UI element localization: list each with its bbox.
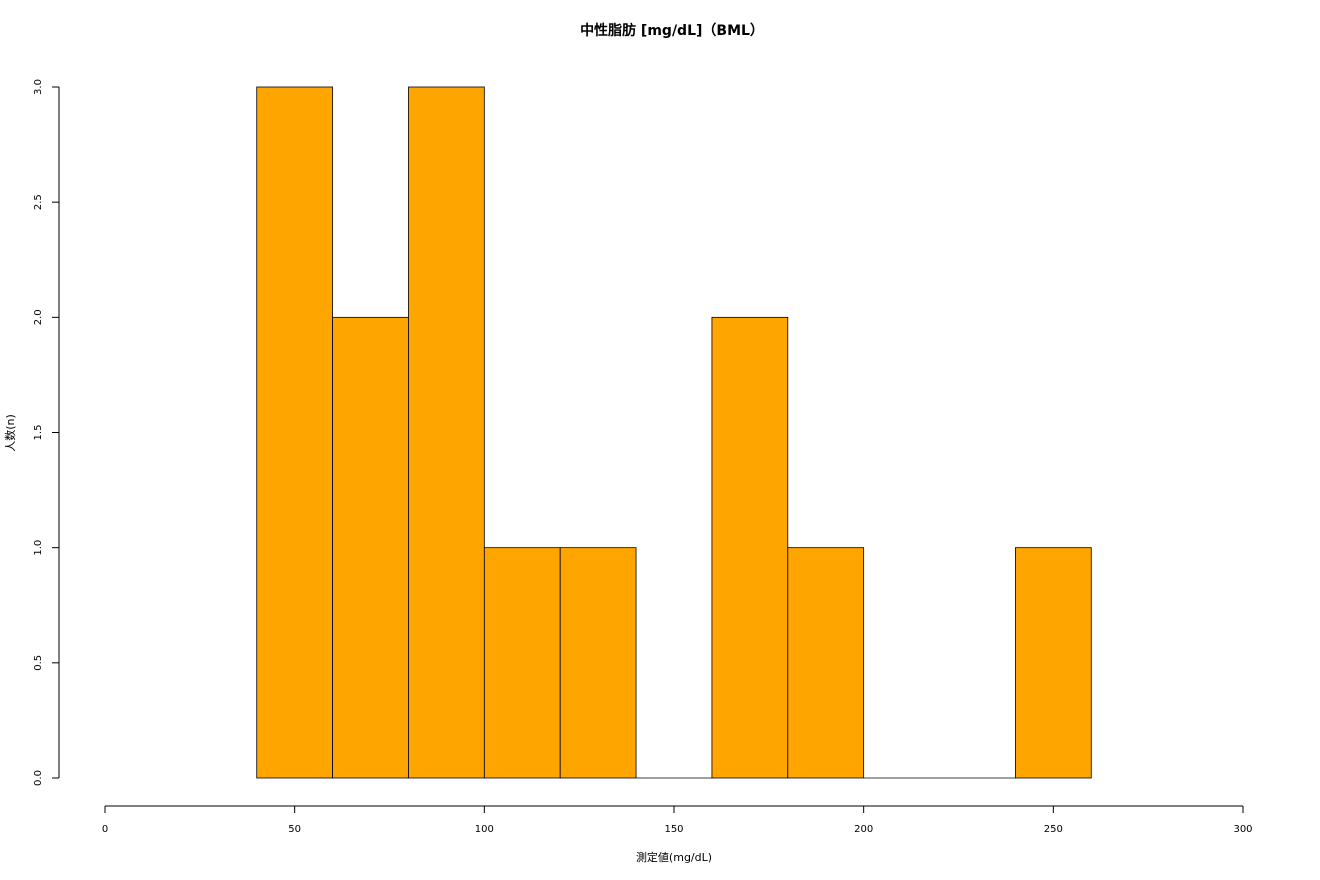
y-axis-label: 人数(n) [4,414,17,452]
x-tick-label: 200 [854,824,873,835]
y-axis: 0.0 0.5 1.0 1.5 2.0 2.5 3.0 [33,79,60,786]
histogram-bar [787,547,865,779]
y-tick-label: 1.0 [33,540,44,556]
y-tick-label: 0.5 [33,655,44,671]
x-tick-label: 250 [1044,824,1063,835]
y-tick-label: 2.5 [33,194,44,210]
y-tick-label: 2.0 [33,309,44,325]
x-tick-label: 150 [664,824,683,835]
x-tick-label: 0 [102,824,108,835]
histogram-bar [483,547,561,779]
histogram-bar [332,316,409,779]
histogram-bar [1015,547,1092,779]
x-axis-label: 測定値(mg/dL) [636,850,712,864]
y-tick-label: 1.5 [33,425,44,441]
x-axis: 0 50 100 150 200 250 300 [102,805,1253,835]
x-tick-label: 100 [475,824,494,835]
histogram-bar [559,547,637,779]
histogram-bar [408,86,485,779]
y-tick-label: 3.0 [33,79,44,95]
histogram-bar [711,316,789,779]
chart-title: 中性脂肪 [mg/dL]（BML） [580,22,764,39]
x-tick-label: 300 [1233,824,1252,835]
bars-group [256,86,1092,779]
x-tick-label: 50 [288,824,301,835]
histogram-bar [256,86,334,779]
y-tick-label: 0.0 [33,770,44,786]
